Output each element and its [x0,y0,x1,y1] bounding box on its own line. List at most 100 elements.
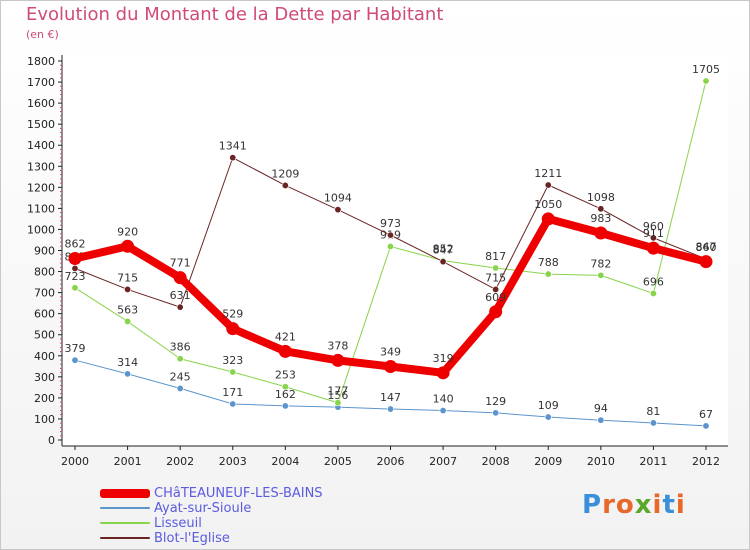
legend-item-blot: Blot-l'Eglise [100,531,230,546]
data-point-ayat [71,356,79,364]
x-tick-label: 2005 [324,455,352,468]
legend-swatch-chateauneuf [100,488,150,498]
series-chateauneuf: 862 920 771 529 421 378 349 319 609 1050 983 911 847 [65,198,717,380]
legend-item-ayat: Ayat-sur-Sioule [100,501,251,516]
data-label-blot: 1098 [587,191,615,204]
data-label-ayat: 94 [594,402,608,415]
data-label-blot: 715 [485,271,506,284]
data-label-ayat: 81 [646,405,660,418]
data-label-chateauneuf: 983 [590,212,611,225]
data-label-chateauneuf: 529 [222,308,243,321]
data-point-lisseuil [229,368,237,376]
data-label-chateauneuf: 771 [170,257,191,270]
data-point-lisseuil [597,271,605,279]
data-point-lisseuil [71,284,79,292]
y-tick-label: 0 [48,434,55,447]
data-label-blot: 860 [696,241,717,254]
data-point-blot [386,231,394,239]
data-point-lisseuil [124,317,132,325]
x-tick-label: 2010 [587,455,615,468]
data-point-chateauneuf [226,322,240,336]
data-point-blot [439,258,447,266]
y-tick-label: 100 [34,413,55,426]
data-label-chateauneuf: 378 [327,339,348,352]
x-tick-label: 2012 [692,455,720,468]
data-point-lisseuil [176,355,184,363]
y-tick-label: 1500 [27,118,55,131]
data-point-blot [649,234,657,242]
data-point-lisseuil [702,77,710,85]
data-label-lisseuil: 788 [538,256,559,269]
series-lisseuil: 7235633863232531779198528177887826961705 [65,63,720,407]
data-label-ayat: 171 [222,386,243,399]
data-label-blot: 715 [117,271,138,284]
data-label-lisseuil: 817 [485,250,506,263]
data-label-ayat: 67 [699,408,713,421]
data-label-ayat: 109 [538,399,559,412]
legend-item-lisseuil: Lisseuil [100,516,202,531]
data-point-chateauneuf [541,212,555,226]
data-label-chateauneuf: 349 [380,346,401,359]
data-label-chateauneuf: 862 [65,238,86,251]
x-tick-label: 2000 [61,455,89,468]
data-label-lisseuil: 782 [590,257,611,270]
chart-title: Evolution du Montant de la Dette par Hab… [26,4,444,25]
y-tick-label: 1300 [27,160,55,173]
data-label-ayat: 140 [433,393,454,406]
data-label-ayat: 314 [117,356,138,369]
legend-swatch-blot [100,537,150,539]
unit-label: (en €) [26,28,59,41]
data-point-lisseuil [386,242,394,250]
data-point-blot [334,206,342,214]
x-tick-label: 2007 [429,455,457,468]
data-point-lisseuil [649,289,657,297]
series-layer: 379 314 245 171 162 156 147 140 129 109 94 81 67 723 5… [65,63,720,430]
data-point-lisseuil [334,399,342,407]
y-tick-label: 200 [34,392,55,405]
x-tick-label: 2009 [534,455,562,468]
data-point-lisseuil [281,383,289,391]
y-tick-label: 600 [34,308,55,321]
proxiti-logo: Proxiti [582,490,686,520]
y-tick-label: 1200 [27,181,55,194]
data-label-chateauneuf: 319 [433,352,454,365]
data-point-blot [71,264,79,272]
plot-area [62,55,728,446]
data-point-ayat [702,422,710,430]
data-label-blot: 1094 [324,192,352,205]
x-tick-label: 2003 [219,455,247,468]
data-point-chateauneuf [173,271,187,285]
data-label-lisseuil: 177 [327,385,348,398]
data-label-chateauneuf: 421 [275,330,296,343]
data-label-lisseuil: 723 [65,270,86,283]
data-label-ayat: 129 [485,395,506,408]
data-point-ayat [229,400,237,408]
y-tick-label: 1600 [27,97,55,110]
data-point-blot [492,285,500,293]
data-point-blot [176,303,184,311]
data-point-ayat [281,402,289,410]
data-label-ayat: 147 [380,391,401,404]
y-tick-label: 500 [34,329,55,342]
data-label-lisseuil: 696 [643,275,664,288]
data-point-ayat [176,384,184,392]
data-label-ayat: 245 [170,370,191,383]
data-point-lisseuil [544,270,552,278]
data-point-blot [544,181,552,189]
data-label-blot: 1211 [534,167,562,180]
data-point-chateauneuf [121,239,135,253]
legend-label-chateauneuf: CHâTEAUNEUF-LES-BAINS [154,485,323,501]
y-tick-label: 1800 [27,55,55,68]
x-tick-label: 2002 [166,455,194,468]
data-point-chateauneuf [646,241,660,255]
y-tick-label: 400 [34,350,55,363]
data-label-chateauneuf: 1050 [534,198,562,211]
data-label-lisseuil: 852 [433,243,454,256]
data-point-chateauneuf [489,305,503,319]
x-tick-label: 2001 [114,455,142,468]
series-ayat: 379 314 245 171 162 156 147 140 129 109 94 81 67 [65,342,713,430]
legend-swatch-ayat [100,507,150,509]
data-label-lisseuil: 323 [222,354,243,367]
data-label-chateauneuf: 847 [696,241,717,254]
